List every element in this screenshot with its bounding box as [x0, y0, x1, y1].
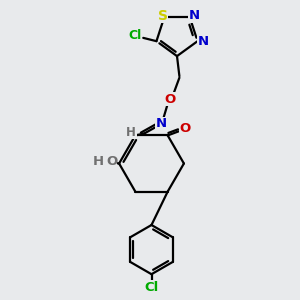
Text: Cl: Cl — [128, 29, 142, 42]
Text: N: N — [197, 35, 208, 48]
Text: O: O — [164, 93, 176, 106]
Text: O: O — [106, 154, 118, 168]
Text: O: O — [179, 122, 191, 135]
Text: H: H — [92, 154, 104, 168]
Text: Cl: Cl — [144, 280, 159, 294]
Text: N: N — [188, 9, 200, 22]
Text: N: N — [156, 117, 167, 130]
Text: H: H — [126, 126, 136, 139]
Text: S: S — [158, 8, 168, 22]
